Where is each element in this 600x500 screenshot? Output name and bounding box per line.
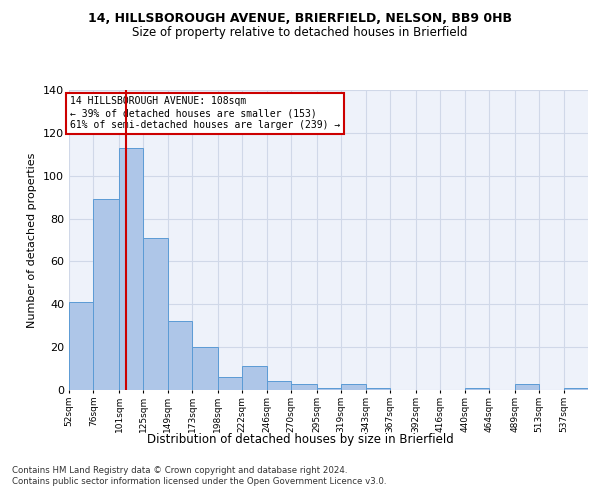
Bar [69,302,94,390]
Bar [119,148,143,390]
Bar [515,384,539,390]
Text: Contains public sector information licensed under the Open Government Licence v3: Contains public sector information licen… [12,478,386,486]
Bar [193,347,218,390]
Bar [143,238,168,390]
Bar [94,200,119,390]
Bar [366,388,390,390]
Bar [291,384,317,390]
Text: Distribution of detached houses by size in Brierfield: Distribution of detached houses by size … [146,432,454,446]
Bar [317,388,341,390]
Text: 14 HILLSBOROUGH AVENUE: 108sqm
← 39% of detached houses are smaller (153)
61% of: 14 HILLSBOROUGH AVENUE: 108sqm ← 39% of … [70,96,340,130]
Bar [341,384,366,390]
Text: 14, HILLSBOROUGH AVENUE, BRIERFIELD, NELSON, BB9 0HB: 14, HILLSBOROUGH AVENUE, BRIERFIELD, NEL… [88,12,512,26]
Bar [168,322,193,390]
Text: Contains HM Land Registry data © Crown copyright and database right 2024.: Contains HM Land Registry data © Crown c… [12,466,347,475]
Bar [267,382,291,390]
Bar [464,388,489,390]
Bar [563,388,588,390]
Bar [218,377,242,390]
Y-axis label: Number of detached properties: Number of detached properties [28,152,37,328]
Text: Size of property relative to detached houses in Brierfield: Size of property relative to detached ho… [132,26,468,39]
Bar [242,366,267,390]
